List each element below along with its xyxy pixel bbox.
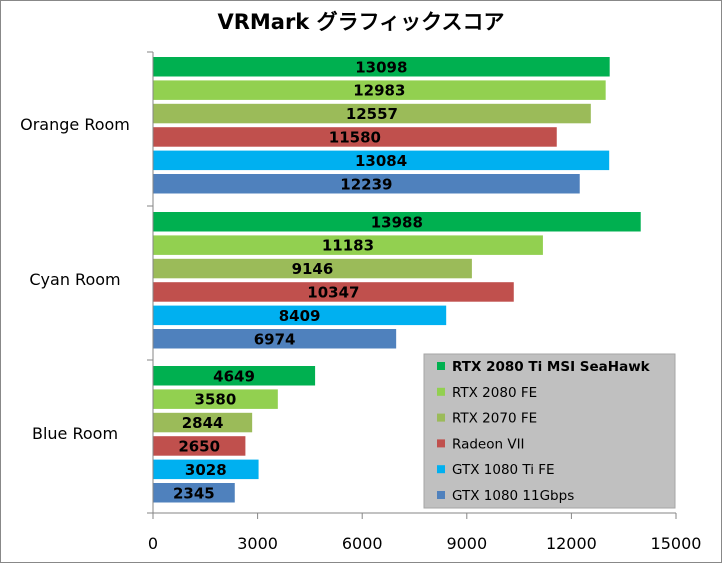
bar-orange-room-2 xyxy=(153,103,591,124)
value-label: 2650 xyxy=(178,437,220,455)
x-tick-label: 15000 xyxy=(651,534,702,553)
x-tick-label: 6000 xyxy=(342,534,383,553)
bar-cyan-room-2 xyxy=(153,258,472,279)
bar-orange-room-1 xyxy=(153,80,606,100)
category-label: Blue Room xyxy=(32,424,118,443)
value-label: 4649 xyxy=(213,367,255,385)
chart-title: VRMark グラフィックスコア xyxy=(217,10,505,34)
bar-blue-room-4 xyxy=(153,459,259,480)
bar-cyan-room-0 xyxy=(153,212,641,232)
value-label: 11183 xyxy=(322,237,374,255)
x-tick-label: 9000 xyxy=(446,534,487,553)
value-label: 9146 xyxy=(292,260,334,278)
legend-swatch xyxy=(437,362,445,370)
value-label: 12557 xyxy=(346,105,398,123)
x-tick-label: 12000 xyxy=(546,534,597,553)
legend-label: GTX 1080 11Gbps xyxy=(452,488,574,504)
value-label: 2844 xyxy=(182,414,224,432)
legend-box xyxy=(423,353,676,509)
x-tick-label: 0 xyxy=(148,534,158,553)
legend-swatch xyxy=(437,439,445,448)
category-label: Orange Room xyxy=(20,115,130,134)
bar-cyan-room-4 xyxy=(153,305,447,326)
value-label: 8409 xyxy=(279,307,321,325)
value-label: 11580 xyxy=(329,128,381,146)
legend-label: RTX 2070 FE xyxy=(452,411,537,427)
bar-orange-room-5 xyxy=(153,174,580,194)
legend-label: RTX 2080 Ti MSI SeaHawk xyxy=(452,359,651,375)
bar-blue-room-5 xyxy=(153,483,235,503)
legend-label: Radeon VII xyxy=(452,436,525,452)
bar-blue-room-2 xyxy=(153,412,253,433)
bar-orange-room-4 xyxy=(153,150,610,171)
value-label: 3580 xyxy=(195,391,237,409)
category-label: Cyan Room xyxy=(29,270,120,289)
x-tick-label: 3000 xyxy=(237,534,278,553)
value-label: 12983 xyxy=(353,82,405,100)
bar-cyan-room-3 xyxy=(153,282,514,302)
value-label: 12239 xyxy=(340,175,392,193)
value-label: 13084 xyxy=(355,152,407,170)
legend-swatch xyxy=(437,491,445,499)
bar-orange-room-3 xyxy=(153,127,557,147)
legend-swatch xyxy=(437,465,445,474)
value-label: 2345 xyxy=(173,484,215,502)
value-label: 6974 xyxy=(254,330,296,348)
bar-cyan-room-5 xyxy=(153,329,397,349)
bar-orange-room-0 xyxy=(153,57,610,77)
bar-blue-room-1 xyxy=(153,389,278,409)
value-label: 10347 xyxy=(307,283,359,301)
bar-blue-room-3 xyxy=(153,436,246,456)
legend-label: RTX 2080 FE xyxy=(452,385,537,401)
legend-swatch xyxy=(437,387,445,396)
value-label: 13098 xyxy=(355,58,407,76)
value-label: 13988 xyxy=(371,213,423,231)
bar-blue-room-0 xyxy=(153,366,316,386)
legend-swatch xyxy=(437,413,445,422)
bar-cyan-room-1 xyxy=(153,235,543,255)
legend-label: GTX 1080 Ti FE xyxy=(452,462,555,478)
value-label: 3028 xyxy=(185,461,227,479)
